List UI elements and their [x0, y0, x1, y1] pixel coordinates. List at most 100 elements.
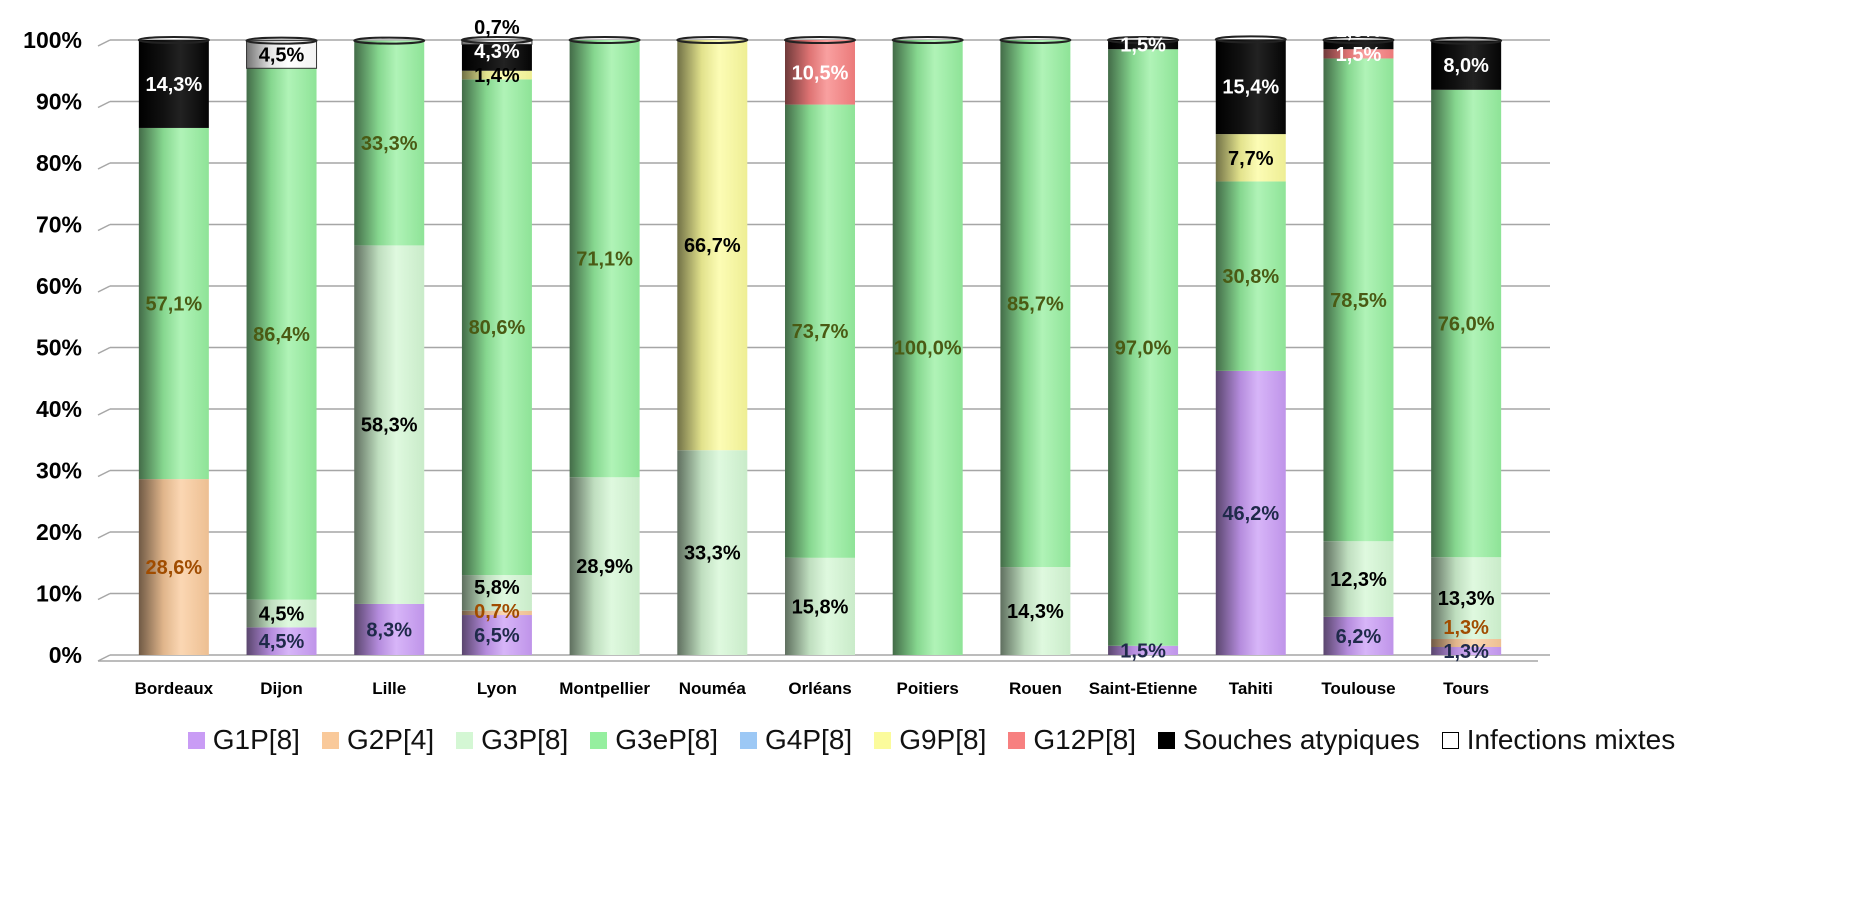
data-label: 14,3%	[145, 74, 202, 96]
bar-segment-G12P[8]	[1323, 49, 1394, 59]
legend-item: G4P[8]	[740, 724, 852, 756]
x-tick-label: Saint-Etienne	[1089, 679, 1198, 698]
bar-segment-G12P[8]	[785, 40, 855, 105]
data-label: 1,3%	[1443, 617, 1489, 639]
data-label: 6,5%	[474, 625, 520, 647]
data-label: 73,7%	[792, 321, 849, 343]
legend-swatch	[321, 731, 339, 749]
x-tick-label: Nouméa	[679, 679, 747, 698]
data-label: 28,6%	[145, 557, 202, 579]
bar-segment-G3eP[8]	[1000, 40, 1071, 568]
cylinder-cap	[353, 36, 426, 45]
y-tick-label: 70%	[36, 212, 82, 238]
bar-segment-G3P[8]	[785, 557, 855, 655]
y-tick-label: 20%	[36, 519, 82, 545]
x-tick-label: Poitiers	[897, 679, 959, 698]
legend-swatch	[1158, 731, 1176, 749]
bar-segment-G3eP[8]	[1431, 89, 1502, 558]
bar-Montpellier: 28,9% 71,1%	[568, 36, 641, 655]
bar-segment-G2P[4]	[461, 610, 532, 616]
y-tick-label: 30%	[36, 458, 82, 484]
y-tick-label: 60%	[36, 273, 82, 299]
bar-segment-G1P[8]	[1108, 645, 1179, 655]
bar-segment-G3eP[8]	[354, 40, 425, 246]
legend-label: G12P[8]	[1033, 724, 1137, 755]
bar-Rouen: 14,3% 85,7%	[999, 36, 1072, 655]
bar-segment-Souches atypiques	[1323, 40, 1394, 50]
gridline-depth	[97, 223, 111, 232]
gridline-depth	[97, 162, 111, 170]
data-label: 76,0%	[1438, 314, 1495, 336]
bar-segment-G3P[8]	[354, 245, 425, 604]
x-tick-label: Lille	[372, 679, 406, 698]
data-label: 0,7%	[474, 17, 520, 39]
y-tick-label: 90%	[36, 89, 82, 115]
data-label: 30,8%	[1222, 266, 1279, 288]
data-label: 12,3%	[1330, 569, 1387, 591]
cylinder-cap	[676, 36, 749, 44]
bar-segment-Infections mixtes	[246, 40, 318, 69]
legend-item: G3P[8]	[456, 724, 568, 756]
bar-segment-G3eP[8]	[1108, 49, 1179, 646]
gridline-depth	[97, 408, 111, 416]
data-label: 0,7%	[474, 601, 520, 623]
legend-label: G2P[4]	[346, 724, 435, 755]
cylinder-cap	[137, 36, 210, 44]
bar-Orléans: 15,8% 73,7% 10,5%	[784, 36, 856, 655]
legend-swatch	[874, 731, 892, 749]
x-tick-label: Toulouse	[1321, 679, 1395, 698]
bar-Lyon: 6,5%0,7%5,8%80,6%1,4%4,3%0,7%	[460, 17, 533, 655]
data-label: 78,5%	[1330, 290, 1387, 312]
data-label: 5,8%	[474, 577, 520, 599]
bar-segment-G1P[8]	[1323, 616, 1394, 655]
y-tick-label: 80%	[36, 150, 82, 176]
bar-segment-G3eP[8]	[892, 40, 963, 655]
cylinder-cap	[1322, 36, 1395, 44]
cylinder-cap	[1214, 35, 1287, 44]
data-label: 15,8%	[792, 596, 849, 618]
bar-segment-G1P[8]	[246, 627, 317, 655]
bar-Tahiti: 46,2% 30,8% 7,7% 15,4%	[1214, 35, 1287, 655]
bar-segment-Souches atypiques	[1215, 39, 1286, 135]
bar-segment-G3P[8]	[461, 575, 532, 611]
legend-item: Souches atypiques	[1158, 724, 1420, 756]
y-tick-label: 0%	[49, 642, 82, 668]
bar-segment-G3eP[8]	[1323, 58, 1394, 542]
data-label: 66,7%	[684, 235, 741, 257]
legend-swatch	[456, 731, 474, 749]
legend-label: G3P[8]	[481, 724, 569, 755]
legend-label: G4P[8]	[765, 724, 853, 755]
data-label: 4,5%	[259, 631, 305, 653]
bar-segment-Souches atypiques	[461, 44, 532, 71]
cylinder-cap	[460, 36, 533, 44]
bar-Dijon: 4,5% 4,5% 86,4% 4,5%	[245, 36, 318, 655]
legend-item: G3eP[8]	[590, 724, 718, 756]
legend-swatch	[590, 731, 608, 749]
bar-Saint-Etienne: 1,5% 97,0% 1,5%	[1107, 35, 1180, 662]
bar-Tours: 1,3%1,3% 13,3% 76,0% 8,0%	[1430, 36, 1503, 663]
bar-Toulouse: 6,2% 12,3% 78,5% 1,5%1,5%	[1322, 20, 1395, 655]
bar-segment-G3P[8]	[246, 599, 317, 628]
bar-segment-G9P[8]	[1215, 134, 1286, 182]
bar-segment-Souches atypiques	[1431, 40, 1502, 90]
bar-segment-G3P[8]	[1431, 557, 1502, 640]
legend-item: G9P[8]	[874, 724, 986, 756]
data-label: 85,7%	[1007, 294, 1064, 316]
x-tick-label: Tours	[1443, 679, 1489, 698]
bar-segment-G3P[8]	[1000, 567, 1071, 655]
cylinder-cap	[1107, 36, 1180, 44]
legend-label: Souches atypiques	[1183, 724, 1420, 755]
legend-swatch	[1441, 731, 1459, 749]
gridline-depth	[97, 654, 111, 662]
gridline-depth	[97, 39, 111, 47]
x-tick-label: Bordeaux	[135, 679, 214, 698]
legend: G1P[8] G2P[4] G3P[8] G3eP[8] G4P[8] G9P[8] G12…	[0, 724, 1863, 756]
bar-segment-G3eP[8]	[461, 79, 532, 576]
data-label: 1,5%	[1120, 35, 1166, 57]
data-label: 7,7%	[1228, 148, 1274, 170]
data-label: 13,3%	[1438, 588, 1495, 610]
bar-segment-G9P[8]	[677, 40, 748, 451]
data-label: 86,4%	[253, 324, 310, 346]
data-label: 1,3%	[1443, 641, 1489, 663]
bar-segment-Souches atypiques	[138, 40, 209, 128]
